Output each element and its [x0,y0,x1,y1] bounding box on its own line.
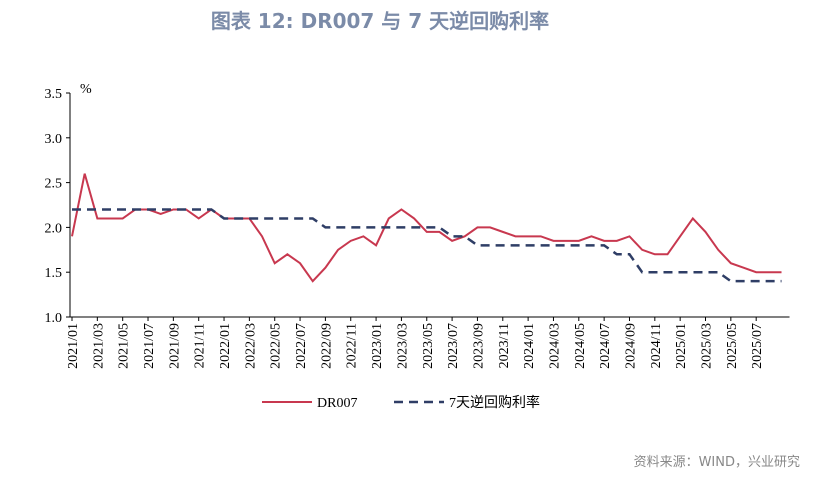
x-tick-label: 2021/11 [193,323,208,368]
x-tick-label: 2025/05 [725,323,740,369]
x-tick-label: 2025/03 [700,323,715,369]
series-line [72,208,782,283]
x-tick-label: 2024/03 [547,323,562,369]
x-tick-label: 2021/01 [66,323,81,369]
y-unit: % [80,82,92,97]
x-tick-label: 2021/03 [91,323,106,369]
x-tick-label: 2022/09 [319,323,334,369]
x-tick-label: 2024/05 [573,323,588,369]
x-tick-label: 2024/07 [598,323,613,369]
x-tick-label: 2025/07 [750,323,765,369]
x-tick-label: 2022/05 [269,323,284,369]
x-tick-label: 2023/11 [497,323,512,368]
y-tick-label: 3.5 [45,87,63,102]
x-tick-label: 2022/11 [345,323,360,368]
legend-label: 7天逆回购利率 [449,394,540,411]
series-line [71,173,782,283]
y-tick-label: 2.0 [45,221,63,236]
x-tick-label: 2023/09 [471,323,486,369]
source: 资料来源：WIND，兴业研究 [634,455,800,470]
x-tick-label: 2021/09 [167,323,182,369]
x-tick-label: 2024/09 [623,323,638,369]
x-tick-label: 2022/01 [218,323,233,369]
x-tick-label: 2022/07 [294,323,309,369]
y-tick-label: 1.5 [45,266,63,281]
y-tick-label: 3.0 [45,132,63,147]
x-tick-label: 2025/01 [674,323,689,369]
x-tick-label: 2023/03 [395,323,410,369]
x-tick-label: 2021/05 [117,323,132,369]
y-tick-label: 2.5 [45,177,63,192]
x-tick-label: 2023/07 [446,323,461,369]
x-tick-label: 2023/01 [370,323,385,369]
x-tick-label: 2023/05 [421,323,436,369]
x-tick-label: 2024/01 [522,323,537,369]
chart-title: 图表 12: DR007 与 7 天逆回购利率 [211,9,549,33]
legend-label: DR007 [317,396,357,411]
y-tick-label: 1.0 [45,311,63,326]
x-tick-label: 2024/11 [649,323,664,368]
x-tick-label: 2022/03 [243,323,258,369]
x-tick-label: 2021/07 [142,323,157,369]
